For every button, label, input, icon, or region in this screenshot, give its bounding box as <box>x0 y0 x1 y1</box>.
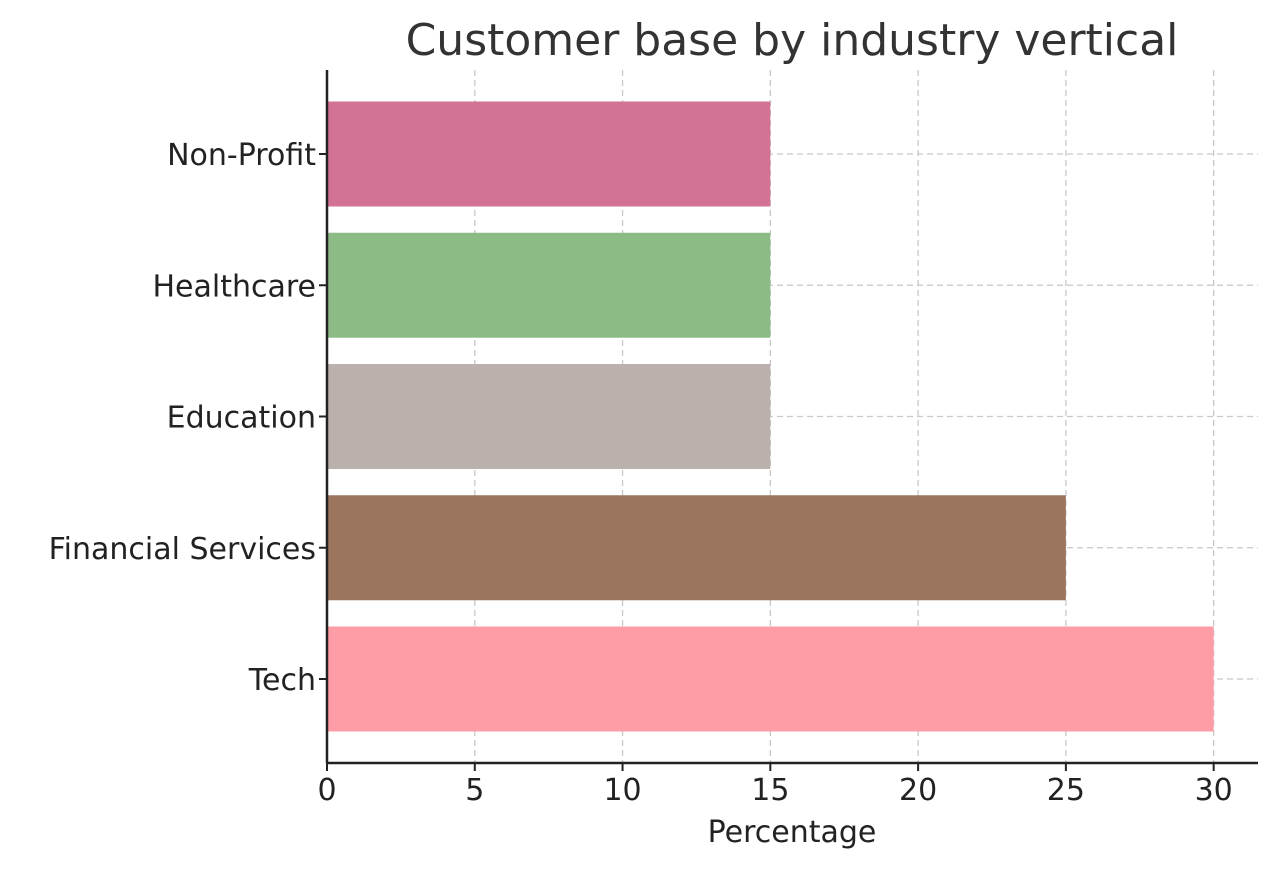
x-tick-label: 20 <box>899 773 937 808</box>
x-tick-label: 15 <box>751 773 789 808</box>
bar-financial-services <box>327 495 1066 601</box>
y-ticks: Tech Financial Services Education Healthcar… <box>49 138 327 698</box>
x-ticks: 0 5 10 15 20 25 30 <box>317 763 1233 808</box>
y-tick-label: Healthcare <box>152 269 316 304</box>
y-tick-label: Tech <box>248 663 316 698</box>
x-tick-label: 30 <box>1195 773 1233 808</box>
x-axis-label: Percentage <box>708 815 877 850</box>
x-tick-label: 5 <box>465 773 484 808</box>
x-tick-label: 10 <box>603 773 641 808</box>
bar-non-profit <box>327 101 771 207</box>
x-tick-label: 25 <box>1047 773 1085 808</box>
bar-tech <box>327 626 1214 732</box>
bar-healthcare <box>327 232 771 338</box>
chart-title: Customer base by industry vertical <box>406 15 1179 66</box>
x-tick-label: 0 <box>317 773 336 808</box>
y-tick-label: Non-Profit <box>167 138 316 173</box>
bar-education <box>327 364 771 469</box>
y-tick-label: Education <box>167 401 316 436</box>
bars <box>327 101 1214 732</box>
y-tick-label: Financial Services <box>49 532 316 567</box>
